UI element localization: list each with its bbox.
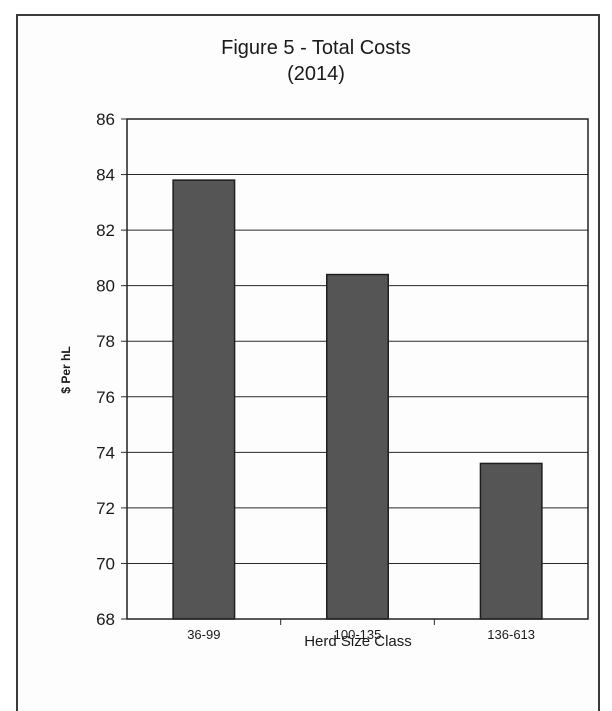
y-tick-label: 82 [96, 221, 115, 240]
y-tick-label: 76 [96, 388, 115, 407]
plot-area [126, 118, 589, 620]
y-tick-label: 84 [96, 166, 115, 185]
bars [172, 179, 543, 620]
y-tick-label: 70 [96, 554, 115, 573]
bar-136-613 [479, 462, 543, 620]
y-axis-ticks: 86 84 82 80 78 76 74 72 70 68 [96, 110, 127, 629]
y-tick-label: 68 [96, 610, 115, 629]
x-tick-label: 136-613 [487, 627, 535, 642]
bar-36-99 [172, 179, 236, 620]
y-axis-label: $ Per hL [59, 346, 73, 393]
x-axis-ticks: 36-99 100-135 136-613 [187, 619, 535, 642]
y-tick-label: 86 [96, 110, 115, 129]
x-tick-label: 100-135 [334, 627, 382, 642]
chart-title: Figure 5 - Total Costs [221, 37, 411, 59]
y-tick-label: 74 [96, 443, 115, 462]
y-tick-label: 78 [96, 332, 115, 351]
chart-subtitle: (2014) [287, 63, 345, 85]
x-tick-label: 36-99 [187, 627, 220, 642]
y-tick-label: 72 [96, 499, 115, 518]
bar-100-135 [326, 273, 389, 620]
x-axis-label: Herd Size Class [304, 633, 412, 650]
y-tick-label: 80 [96, 277, 115, 296]
